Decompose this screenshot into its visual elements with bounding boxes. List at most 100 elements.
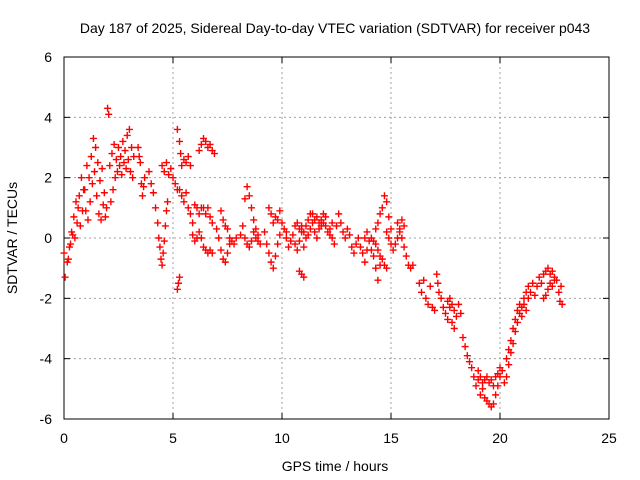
data-point (97, 216, 105, 224)
data-point (378, 204, 386, 212)
data-point (159, 249, 167, 257)
data-point (156, 243, 164, 251)
data-point (60, 249, 68, 257)
data-point (330, 240, 338, 248)
data-point (300, 243, 308, 251)
data-point (176, 186, 184, 194)
data-point (219, 216, 227, 224)
data-point (195, 147, 203, 155)
data-point (61, 273, 69, 281)
data-point (77, 174, 85, 182)
data-point (88, 180, 96, 188)
data-point (531, 291, 539, 299)
data-point (527, 288, 535, 296)
data-point (313, 234, 321, 242)
y-tick-label: 0 (44, 230, 52, 246)
data-point (455, 300, 463, 308)
data-point (189, 219, 197, 227)
data-point (333, 222, 340, 230)
data-point (186, 162, 194, 170)
x-axis-label: GPS time / hours (282, 458, 389, 474)
data-point (448, 318, 456, 326)
data-point (99, 201, 107, 209)
data-point (494, 370, 502, 378)
data-point (215, 234, 223, 242)
data-point (241, 195, 249, 203)
data-point (247, 204, 255, 212)
data-point (302, 222, 310, 230)
data-point (341, 234, 349, 242)
y-tick-label: -2 (40, 290, 53, 306)
data-point (100, 189, 108, 197)
data-point (165, 171, 173, 179)
data-point (274, 216, 282, 224)
data-point (113, 168, 121, 176)
data-point (92, 144, 100, 151)
data-point (439, 303, 447, 311)
data-point (171, 180, 179, 188)
data-point (378, 255, 386, 263)
data-point (498, 367, 506, 375)
x-tick-label: 25 (601, 430, 617, 446)
data-point (178, 192, 186, 200)
grid (64, 57, 609, 419)
data-point (83, 162, 91, 170)
data-point (87, 153, 95, 161)
y-tick-label: 6 (44, 49, 52, 65)
y-tick-label: 4 (44, 109, 52, 125)
data-point (306, 225, 314, 233)
data-point (367, 246, 375, 254)
data-point (189, 231, 197, 239)
data-point (110, 140, 118, 148)
data-point (108, 150, 116, 158)
data-point (300, 273, 308, 281)
data-point (118, 171, 126, 179)
data-point (339, 228, 347, 236)
x-tick-label: 20 (492, 430, 508, 446)
data-point (533, 282, 541, 290)
data-point (271, 252, 279, 260)
data-point (224, 225, 231, 233)
data-point (71, 234, 79, 242)
data-point (380, 192, 388, 200)
data-point (206, 140, 214, 148)
data-point (178, 162, 186, 170)
data-point (186, 210, 194, 218)
data-point (213, 225, 221, 233)
data-point (128, 144, 136, 151)
data-point (261, 228, 269, 236)
data-point (361, 234, 369, 242)
data-point (123, 131, 131, 139)
data-point (116, 162, 124, 170)
data-point (239, 222, 247, 230)
data-point (122, 165, 130, 173)
data-point (402, 252, 410, 260)
data-point (489, 400, 497, 408)
data-point (134, 144, 142, 151)
data-point (383, 198, 391, 206)
y-tick-label: -6 (40, 411, 53, 427)
data-point (221, 258, 229, 266)
y-tick-label: -4 (40, 351, 53, 367)
data-point (265, 249, 273, 257)
data-point (195, 228, 203, 236)
data-point (89, 134, 97, 142)
data-point (158, 261, 166, 269)
data-point (278, 219, 286, 227)
data-point (140, 183, 148, 191)
data-point (337, 219, 345, 227)
data-point (553, 276, 561, 284)
data-point (328, 234, 336, 242)
data-point (217, 246, 225, 254)
data-point (354, 234, 362, 242)
data-point (267, 210, 275, 218)
data-point (124, 156, 132, 164)
data-point (476, 373, 484, 381)
data-point (372, 240, 380, 248)
data-point (287, 237, 295, 245)
data-point (465, 358, 473, 366)
data-point (147, 180, 155, 188)
data-point (518, 312, 526, 320)
data-point (317, 222, 325, 230)
